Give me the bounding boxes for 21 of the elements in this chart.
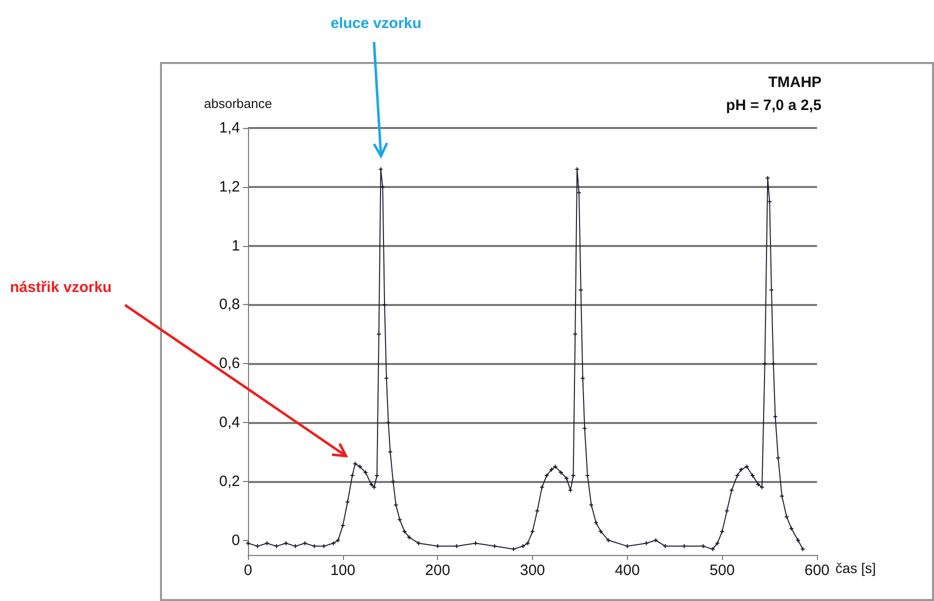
y-tick-label: 0,8 xyxy=(219,296,240,314)
y-tick-label: 0 xyxy=(232,532,240,549)
x-tick-label: 300 xyxy=(520,562,546,579)
chart-title: TMAHP xyxy=(768,74,822,91)
x-tick-label: 0 xyxy=(244,562,252,579)
x-tick-label: 600 xyxy=(804,562,830,579)
y-tick-label: 1 xyxy=(232,237,240,254)
y-tick-label: 0,6 xyxy=(219,355,240,372)
x-tick-label: 100 xyxy=(330,562,356,579)
y-tick-label: 0,4 xyxy=(219,414,240,431)
y-tick-label: 0,2 xyxy=(219,472,240,490)
text: nástřik vzorku xyxy=(10,279,112,296)
x-axis-title: čas [s] xyxy=(835,560,876,576)
x-tick-label: 500 xyxy=(710,562,735,579)
x-tick-label: 400 xyxy=(614,562,640,579)
y-tick-label: 1,2 xyxy=(219,178,240,196)
chart-subtitle: pH = 7,0 a 2,5 xyxy=(726,97,822,114)
y-axis-title: absorbance xyxy=(204,96,272,111)
y-tick-label: 1,4 xyxy=(219,120,240,136)
x-tick-label: 200 xyxy=(425,562,450,579)
text: eluce vzorku xyxy=(330,15,422,32)
